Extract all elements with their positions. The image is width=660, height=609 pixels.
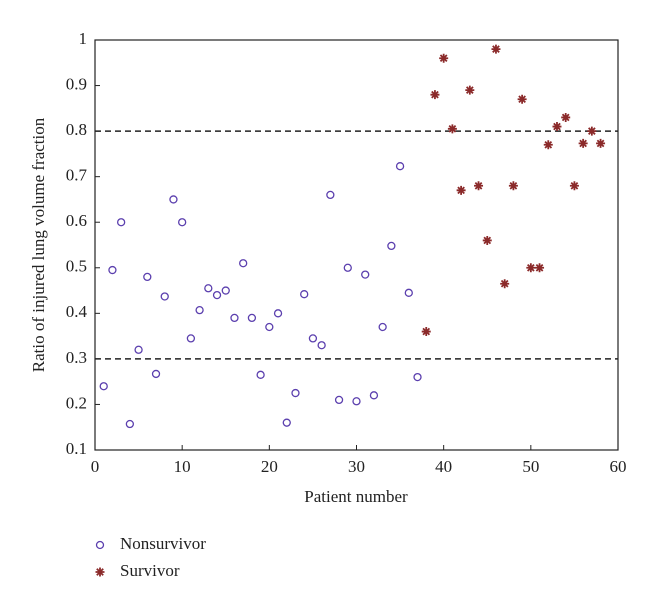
point [361, 270, 370, 279]
x-tick-label: 50 [522, 457, 539, 476]
y-tick-label: 0.8 [66, 120, 87, 139]
point [134, 345, 143, 354]
y-tick-label: 1 [79, 29, 88, 48]
point [317, 341, 326, 350]
point [160, 292, 169, 301]
point [99, 382, 108, 391]
point [482, 235, 492, 245]
point [300, 290, 309, 299]
legend-marker [95, 567, 105, 577]
point [596, 138, 606, 148]
point [221, 286, 230, 295]
point [108, 265, 117, 275]
x-tick-label: 60 [610, 457, 627, 476]
point [465, 85, 475, 95]
point [378, 322, 387, 332]
point [117, 218, 126, 227]
point [526, 263, 536, 273]
point [169, 195, 178, 204]
x-tick-label: 10 [174, 457, 191, 476]
point [291, 388, 300, 398]
point [500, 279, 510, 289]
point [230, 313, 239, 323]
point [491, 44, 501, 54]
point [508, 181, 518, 191]
point [256, 370, 265, 379]
y-tick-label: 0.3 [66, 348, 87, 367]
y-tick-label: 0.7 [66, 166, 88, 185]
y-tick-label: 0.4 [66, 302, 88, 321]
x-tick-label: 30 [348, 457, 365, 476]
point [447, 124, 457, 134]
point [569, 181, 579, 191]
point [178, 218, 187, 227]
point [326, 190, 335, 200]
legend-label: Nonsurvivor [120, 534, 206, 553]
point [247, 313, 257, 323]
point [421, 327, 431, 337]
point [273, 309, 283, 318]
point [517, 94, 527, 104]
x-tick-label: 0 [91, 457, 100, 476]
point [265, 322, 274, 332]
y-tick-label: 0.9 [66, 74, 87, 93]
point [212, 290, 222, 300]
point [195, 305, 204, 315]
point [334, 395, 344, 405]
point [430, 90, 440, 100]
point [308, 334, 318, 343]
point [543, 140, 553, 150]
point [125, 419, 135, 429]
point [404, 288, 413, 297]
point [352, 397, 361, 406]
x-tick-label: 40 [435, 457, 452, 476]
y-tick-label: 0.1 [66, 439, 87, 458]
point [474, 181, 484, 191]
point [439, 53, 449, 63]
point [587, 126, 597, 136]
legend-marker [95, 540, 105, 550]
point [456, 185, 466, 195]
point [186, 334, 196, 343]
x-axis-label: Patient number [304, 487, 408, 506]
y-axis-label: Ratio of injured lung volume fraction [29, 117, 48, 372]
point [369, 391, 379, 400]
point [282, 418, 291, 427]
point [561, 112, 571, 122]
y-tick-label: 0.5 [66, 257, 87, 276]
point [239, 259, 248, 268]
point [578, 138, 588, 148]
point [204, 284, 213, 293]
x-tick-label: 20 [261, 457, 278, 476]
plot-frame [94, 39, 619, 451]
point [143, 272, 152, 282]
point [535, 263, 545, 273]
y-tick-label: 0.2 [66, 393, 87, 412]
legend-label: Survivor [120, 561, 180, 580]
point [413, 372, 422, 382]
point [343, 263, 352, 272]
point [395, 162, 405, 171]
point [387, 241, 396, 251]
point [151, 369, 161, 379]
point [552, 122, 562, 132]
y-tick-label: 0.6 [66, 211, 87, 230]
